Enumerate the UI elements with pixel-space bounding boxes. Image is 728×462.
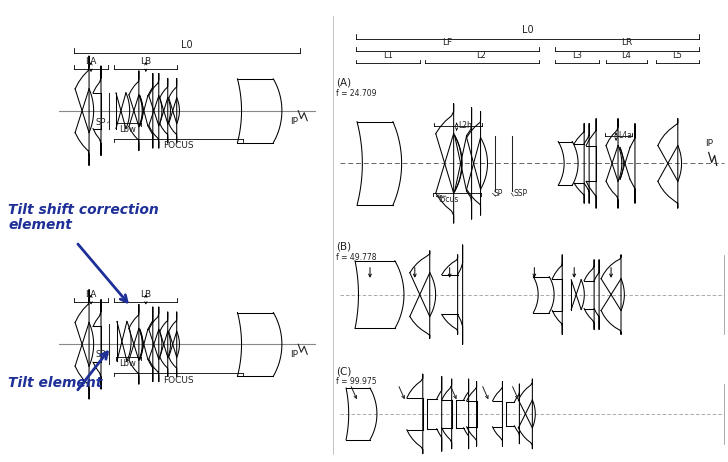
Text: SP: SP [494,189,503,198]
Text: Lbw: Lbw [119,359,136,368]
Text: L3: L3 [572,51,582,60]
Text: SP: SP [95,350,106,359]
Text: LF: LF [443,38,453,47]
Text: L0: L0 [521,25,533,35]
Text: LR: LR [622,38,633,47]
Text: Lbw: Lbw [119,125,136,134]
Text: LB: LB [141,290,151,298]
Text: LA: LA [85,57,97,66]
Text: Tilt element: Tilt element [8,376,103,390]
Text: SP: SP [95,118,106,127]
Text: f = 49.778: f = 49.778 [336,253,376,262]
Text: LA: LA [85,290,97,298]
Text: L2h: L2h [459,121,472,130]
Text: (B): (B) [336,242,351,252]
Text: L1: L1 [383,51,393,60]
Text: (A): (A) [336,78,351,88]
Text: L2: L2 [477,51,486,60]
Text: L5: L5 [672,51,681,60]
Text: IP: IP [705,139,713,147]
Text: SSP: SSP [513,189,528,198]
Text: element: element [8,218,72,232]
Text: FOCUS: FOCUS [163,376,194,385]
Text: L4: L4 [621,51,631,60]
Text: L0: L0 [181,40,192,50]
Text: (C): (C) [336,366,352,376]
Text: Tilt shift correction: Tilt shift correction [8,203,159,217]
Text: IP: IP [290,350,298,359]
Text: focus: focus [438,195,459,204]
Text: f = 24.709: f = 24.709 [336,89,376,98]
Text: IP: IP [290,116,298,126]
Text: FOCUS: FOCUS [163,141,194,151]
Text: L4a: L4a [618,131,632,140]
Text: LB: LB [141,57,151,66]
Text: f = 99.975: f = 99.975 [336,377,376,386]
